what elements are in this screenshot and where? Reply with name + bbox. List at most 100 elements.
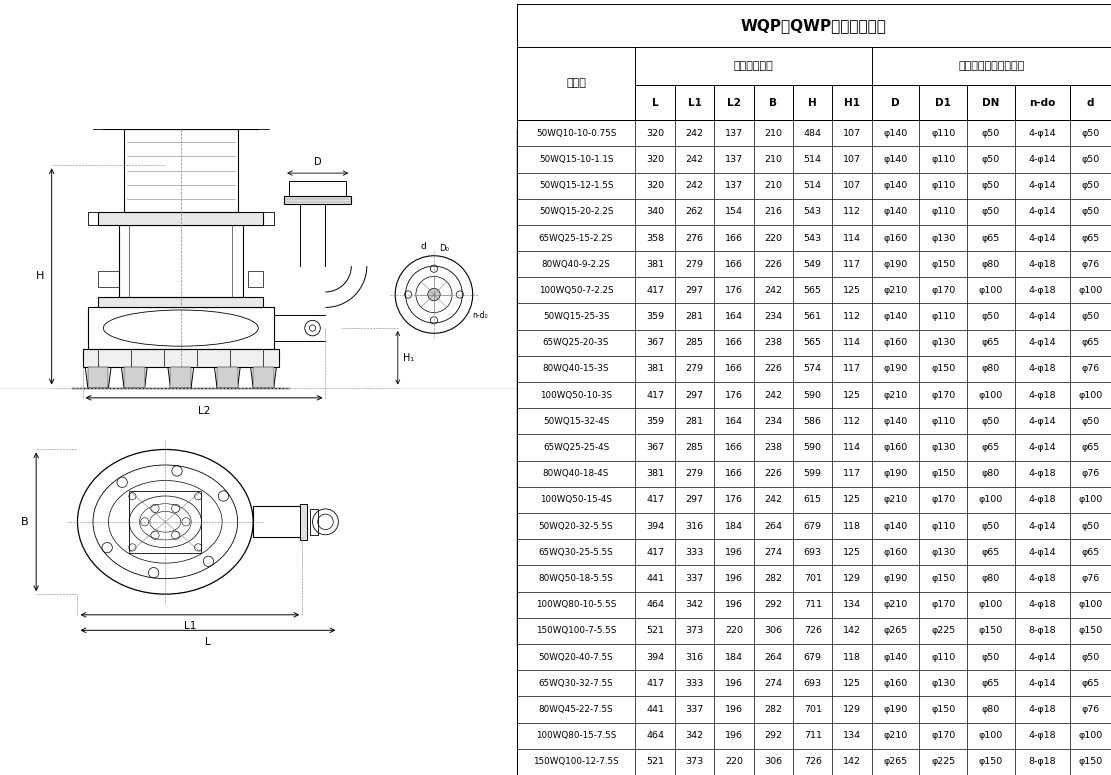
Text: 117: 117 (843, 364, 861, 374)
Text: L: L (206, 636, 211, 646)
Text: 65WQ30-32-7.5S: 65WQ30-32-7.5S (539, 679, 613, 688)
Text: 4-φ18: 4-φ18 (1029, 286, 1057, 295)
Text: φ140: φ140 (883, 181, 908, 190)
Text: 586: 586 (803, 417, 822, 426)
Bar (129, 225, 232, 297)
Text: 615: 615 (803, 495, 822, 505)
Text: 129: 129 (843, 705, 861, 714)
Bar (253, 506, 304, 537)
Text: 4-φ18: 4-φ18 (1029, 260, 1057, 269)
Text: 417: 417 (647, 548, 664, 557)
Text: φ100: φ100 (1079, 731, 1103, 740)
Text: 4-φ14: 4-φ14 (1029, 417, 1057, 426)
Text: 176: 176 (725, 391, 743, 400)
Text: φ80: φ80 (982, 469, 1000, 478)
Text: 320: 320 (647, 155, 664, 164)
Text: H: H (809, 98, 818, 108)
Text: φ140: φ140 (883, 417, 908, 426)
Text: 274: 274 (764, 679, 782, 688)
Text: φ110: φ110 (931, 207, 955, 216)
Text: 50WQ20-32-5.5S: 50WQ20-32-5.5S (539, 522, 613, 531)
Text: φ50: φ50 (1081, 653, 1100, 662)
Text: 114: 114 (843, 233, 861, 243)
Text: 543: 543 (803, 207, 822, 216)
Text: φ50: φ50 (982, 522, 1000, 531)
Text: φ100: φ100 (979, 391, 1003, 400)
Text: φ150: φ150 (931, 574, 955, 583)
Polygon shape (121, 367, 148, 388)
Text: φ100: φ100 (979, 600, 1003, 609)
Text: φ50: φ50 (1081, 522, 1100, 531)
Text: 333: 333 (685, 548, 703, 557)
Text: 464: 464 (647, 600, 664, 609)
Text: 549: 549 (803, 260, 822, 269)
Text: 373: 373 (685, 626, 703, 636)
Text: 276: 276 (685, 233, 703, 243)
Text: 184: 184 (725, 653, 743, 662)
Text: D₀: D₀ (439, 244, 449, 253)
Text: H1: H1 (844, 98, 860, 108)
Text: 4-φ14: 4-φ14 (1029, 443, 1057, 452)
Text: φ210: φ210 (883, 495, 908, 505)
Text: 242: 242 (764, 286, 782, 295)
Text: φ76: φ76 (1081, 469, 1100, 478)
Text: φ160: φ160 (883, 548, 908, 557)
Text: 565: 565 (803, 286, 822, 295)
Text: φ225: φ225 (931, 626, 955, 636)
Text: φ100: φ100 (979, 286, 1003, 295)
Text: n-do: n-do (1029, 98, 1055, 108)
Text: φ50: φ50 (982, 155, 1000, 164)
Text: 8-φ18: 8-φ18 (1029, 626, 1057, 636)
Text: 359: 359 (647, 312, 664, 321)
Text: φ65: φ65 (1081, 443, 1100, 452)
Text: 196: 196 (725, 731, 743, 740)
Text: 693: 693 (803, 679, 822, 688)
Text: 226: 226 (764, 469, 782, 478)
Text: 441: 441 (647, 705, 664, 714)
Text: 342: 342 (685, 600, 703, 609)
Bar (263, 212, 273, 225)
Text: 129: 129 (843, 574, 861, 583)
Text: 125: 125 (843, 548, 861, 557)
Bar (129, 491, 201, 553)
Bar (217, 367, 238, 388)
Text: 166: 166 (725, 338, 743, 347)
Text: 297: 297 (685, 286, 703, 295)
Text: 279: 279 (685, 469, 703, 478)
Text: 264: 264 (764, 653, 782, 662)
Bar (289, 181, 347, 196)
Text: 292: 292 (764, 600, 782, 609)
Text: 373: 373 (685, 757, 703, 766)
Text: 590: 590 (803, 443, 822, 452)
Text: φ140: φ140 (883, 312, 908, 321)
Text: 242: 242 (764, 495, 782, 505)
Bar (134, 95, 228, 116)
Polygon shape (168, 367, 193, 388)
Text: 417: 417 (647, 286, 664, 295)
Text: φ140: φ140 (883, 653, 908, 662)
Bar (103, 116, 258, 129)
Text: 114: 114 (843, 443, 861, 452)
Bar (124, 129, 238, 212)
Bar (248, 271, 263, 287)
Text: 65WQ25-20-3S: 65WQ25-20-3S (543, 338, 609, 347)
Text: φ265: φ265 (883, 757, 908, 766)
Text: 693: 693 (803, 548, 822, 557)
Text: 726: 726 (803, 626, 822, 636)
Text: 521: 521 (647, 757, 664, 766)
Bar (258, 116, 269, 129)
Bar (88, 367, 109, 388)
Text: 114: 114 (843, 338, 861, 347)
Text: φ130: φ130 (931, 338, 955, 347)
Text: φ190: φ190 (883, 364, 908, 374)
Text: 282: 282 (764, 574, 782, 583)
Text: 50WQ20-40-7.5S: 50WQ20-40-7.5S (539, 653, 613, 662)
Text: 125: 125 (843, 286, 861, 295)
Text: 238: 238 (764, 338, 782, 347)
Text: 107: 107 (843, 181, 861, 190)
Bar (253, 367, 273, 388)
Text: 242: 242 (685, 181, 703, 190)
Text: 514: 514 (803, 155, 822, 164)
Text: 220: 220 (725, 757, 743, 766)
Text: 4-φ14: 4-φ14 (1029, 207, 1057, 216)
